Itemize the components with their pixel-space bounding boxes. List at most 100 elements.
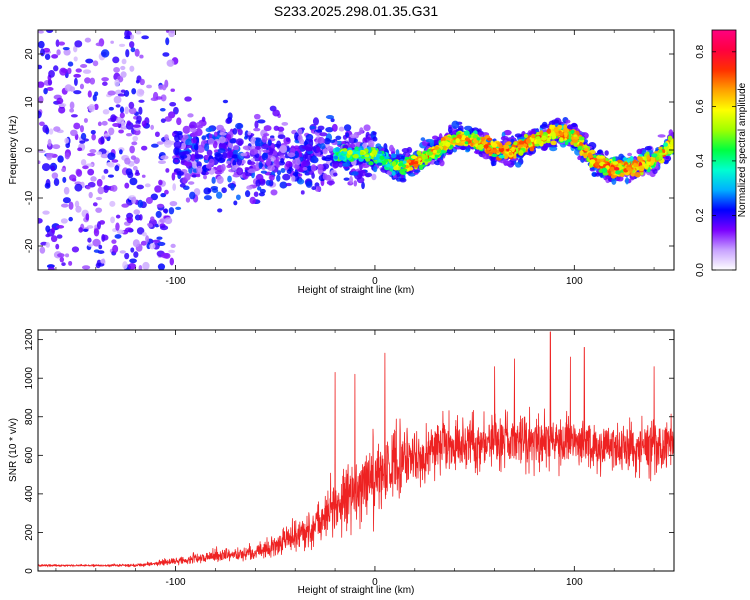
- spectrogram-cell: [101, 175, 106, 180]
- spectrogram-cell: [173, 130, 179, 134]
- spectrogram-cell: [416, 150, 422, 156]
- spectrogram-cell: [637, 156, 643, 162]
- spectrogram-cell: [513, 142, 518, 145]
- spectrogram-cell: [45, 241, 50, 248]
- spectrogram-cell: [655, 156, 660, 161]
- spectrogram-cell: [244, 135, 248, 140]
- spectrogram-cell: [187, 181, 195, 185]
- spectrogram-cell: [100, 153, 109, 159]
- spectrogram-cell: [133, 209, 141, 215]
- spectrogram-cell: [421, 154, 426, 160]
- spectrogram-cell: [207, 138, 215, 145]
- spectrogram-cell: [455, 138, 460, 144]
- spectrogram-cell: [86, 225, 94, 229]
- spectrogram-cell: [424, 158, 430, 162]
- spectrogram-cell: [406, 160, 412, 164]
- spectrogram-cell: [322, 148, 328, 155]
- spectrogram-cell: [124, 157, 131, 165]
- spectrogram-cell: [577, 155, 582, 161]
- spectrogram-cell: [92, 238, 101, 247]
- spectrogram-cell: [168, 30, 176, 38]
- spectrogram-cell: [87, 90, 92, 98]
- spectrogram-cell: [89, 149, 97, 154]
- spectrogram-cell: [426, 151, 434, 156]
- spectrogram-cell: [385, 164, 391, 168]
- spectrogram-cell: [646, 154, 651, 161]
- spectrogram-cell: [513, 154, 517, 159]
- spectrogram-cell: [69, 174, 77, 181]
- spectrogram-cell: [342, 148, 348, 152]
- spectrogram-cell: [282, 173, 291, 181]
- snr-y-ticks: 0 200 400 600 800 1000 1200: [24, 328, 674, 574]
- spectrogram-cell: [93, 228, 100, 237]
- spectrogram-cell: [146, 84, 153, 89]
- spectrogram-cell: [389, 144, 394, 152]
- spectrogram-cell: [250, 136, 257, 145]
- spectrogram-cell: [258, 192, 265, 197]
- spectrogram-cell: [227, 150, 233, 158]
- spectrogram-cell: [121, 58, 127, 65]
- spectrogram-cell: [170, 88, 175, 92]
- spectrogram-cell: [73, 90, 82, 95]
- x-tick-label: 0: [372, 577, 378, 588]
- spectrogram-cell: [59, 67, 67, 76]
- spectrogram-cell: [626, 167, 632, 171]
- spectrogram-cell: [277, 126, 285, 132]
- spectrogram-cell: [79, 83, 85, 90]
- spectrogram-cell: [314, 186, 322, 192]
- spectrogram-cell: [240, 159, 246, 164]
- y-tick-label: 1200: [24, 328, 35, 351]
- spectrogram-cell: [622, 157, 628, 162]
- spectrogram-cell: [184, 173, 191, 181]
- spectrogram-cell: [276, 174, 281, 182]
- spectrogram-cell: [203, 187, 211, 195]
- spectrogram-cell: [376, 162, 383, 166]
- spectrogram-cell: [80, 132, 87, 140]
- spectrogram-cell: [125, 133, 133, 137]
- spectrogram-cell: [120, 65, 126, 71]
- spectrogram-cell: [391, 160, 397, 167]
- spectrogram-cell: [304, 151, 308, 160]
- spectrogram-cell: [440, 149, 445, 154]
- spectrogram-cell: [280, 167, 286, 174]
- spectrogram-cell: [113, 95, 122, 104]
- spectrogram-cell: [570, 129, 575, 134]
- spectrogram-cell: [383, 156, 390, 160]
- spectrogram-cell: [594, 161, 600, 167]
- spectrogram-cell: [174, 134, 180, 143]
- spectrogram-cell: [156, 141, 164, 145]
- spectrogram-cell: [343, 177, 350, 181]
- spectrogram-cell: [452, 140, 456, 144]
- spectrogram-cell: [553, 126, 559, 133]
- spectrogram-cell: [228, 142, 233, 149]
- spectrogram-cell: [584, 147, 589, 152]
- spectrogram-cell: [280, 157, 285, 164]
- spectrogram-cell: [201, 116, 206, 122]
- spectrogram-cell: [126, 120, 131, 126]
- spectrogram-cell: [461, 134, 467, 141]
- spectrogram-cell: [563, 131, 568, 138]
- spectrogram-cell: [129, 65, 135, 72]
- spectrogram-cell: [100, 259, 106, 264]
- spectrogram-cell: [92, 60, 99, 67]
- spectrogram-cell: [514, 133, 523, 138]
- spectrogram-cell: [110, 40, 114, 44]
- spectrogram-cell: [229, 138, 237, 144]
- spectrogram-cell: [116, 229, 125, 235]
- spectrogram-cell: [79, 125, 84, 133]
- spectrogram-cell: [81, 265, 91, 270]
- spectrogram-cell: [154, 185, 162, 193]
- spectrogram-cell: [158, 179, 163, 186]
- colorbar-tick-label: 0.4: [695, 154, 706, 168]
- spectrogram-cell: [120, 71, 127, 78]
- spectrogram-cell: [38, 95, 44, 104]
- spectrogram-cell: [174, 159, 179, 163]
- spectrogram-cell: [59, 256, 65, 263]
- spectrogram-cell: [109, 200, 116, 207]
- spectrogram-cell: [84, 77, 91, 84]
- spectrogram-cell: [95, 207, 103, 213]
- spectrogram-cell: [646, 161, 651, 166]
- y-tick-label: 200: [24, 524, 35, 541]
- spectrogram-cell: [173, 106, 179, 115]
- spectrogram-cell: [267, 147, 274, 156]
